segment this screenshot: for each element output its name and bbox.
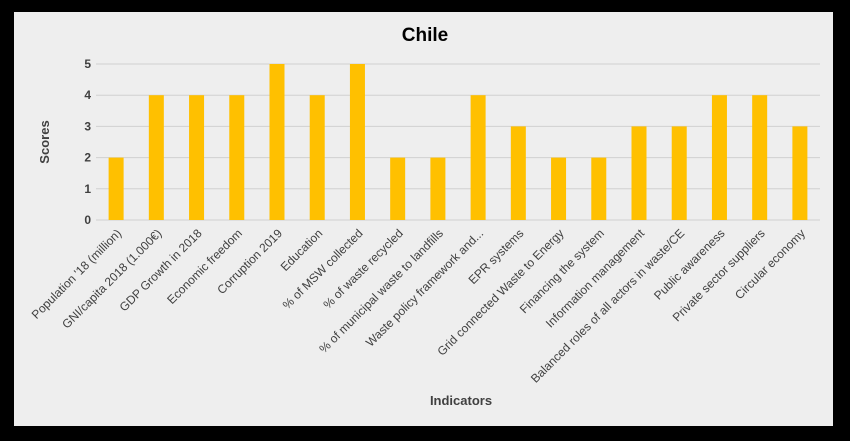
x-tick-label: Circular economy xyxy=(732,226,808,302)
y-tick-label: 4 xyxy=(84,88,91,102)
x-tick-labels: Population '18 (million)GNI/capita 2018 … xyxy=(29,226,808,386)
y-tick-label: 5 xyxy=(84,57,91,71)
y-tick-label: 2 xyxy=(84,151,91,165)
bar xyxy=(269,64,285,220)
x-tick-label: Public awareness xyxy=(651,226,727,302)
y-tick-label: 3 xyxy=(84,119,91,133)
bar xyxy=(108,157,124,220)
chart-title: Chile xyxy=(402,25,448,46)
bar xyxy=(551,157,567,220)
bar xyxy=(631,126,647,220)
y-axis-title: Scores xyxy=(37,120,52,163)
y-tick-label: 1 xyxy=(84,182,91,196)
bar xyxy=(229,95,245,220)
bars xyxy=(108,64,808,220)
bar xyxy=(752,95,768,220)
bar xyxy=(148,95,164,220)
bar xyxy=(470,95,486,220)
x-axis-title: Indicators xyxy=(430,393,492,408)
bar xyxy=(792,126,808,220)
y-tick-labels: 0 1 2 3 4 5 xyxy=(84,57,91,227)
bar xyxy=(671,126,687,220)
bar xyxy=(430,157,446,220)
chart-panel: Chile Scores Indicators 0 1 2 3 4 5 Populatio… xyxy=(14,12,833,426)
bar-chart: Chile Scores Indicators 0 1 2 3 4 5 Populatio… xyxy=(29,25,820,408)
y-tick-label: 0 xyxy=(84,213,91,227)
gridlines xyxy=(96,63,820,221)
x-tick-label: Economic freedom xyxy=(164,226,245,307)
bar xyxy=(711,95,727,220)
bar xyxy=(309,95,325,220)
bar xyxy=(349,64,365,220)
bar xyxy=(591,157,607,220)
bar xyxy=(189,95,205,220)
bar xyxy=(390,157,406,220)
bar xyxy=(510,126,526,220)
